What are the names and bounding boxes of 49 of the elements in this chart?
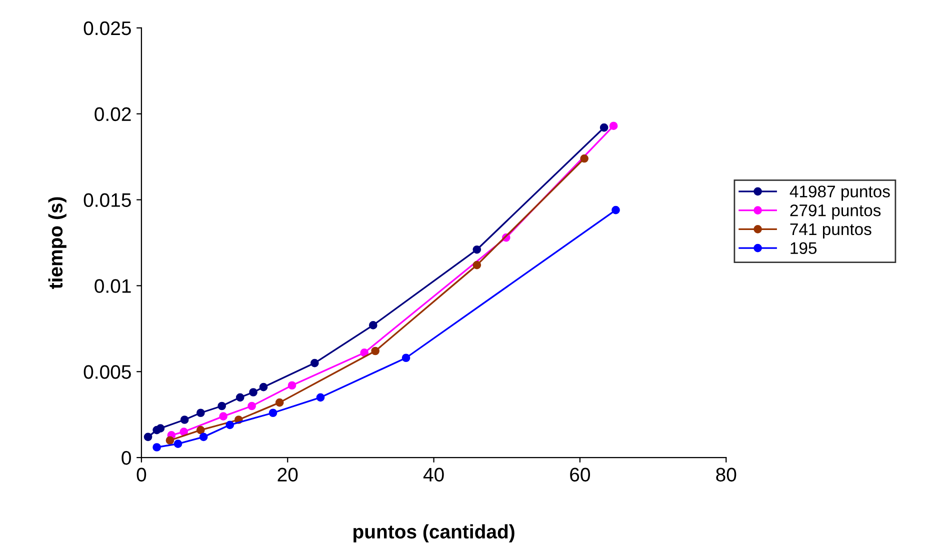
point	[174, 440, 182, 448]
point	[600, 123, 608, 132]
point	[371, 346, 380, 356]
point	[236, 393, 244, 402]
point	[310, 358, 319, 368]
x-axis-title: puntos (cantidad)	[354, 524, 514, 542]
point	[144, 432, 152, 442]
point	[196, 426, 205, 434]
point	[249, 388, 258, 396]
point	[199, 432, 208, 442]
x-tick-label: 80	[716, 468, 736, 482]
y-tick-label: 0.025	[84, 21, 131, 36]
point	[612, 206, 620, 214]
legend-label: 195	[790, 242, 817, 254]
point	[226, 420, 234, 430]
y-tick-label: 0.01	[94, 279, 131, 293]
point	[248, 402, 256, 410]
point	[402, 354, 410, 362]
legend-label: 2791 puntos	[790, 204, 881, 220]
point	[316, 393, 325, 402]
legend-label: 741 puntos	[790, 224, 872, 238]
point	[156, 424, 165, 433]
point	[580, 154, 588, 163]
y-axis-title: tiempo (s)	[48, 197, 66, 289]
legend-label: 41987 puntos	[790, 186, 890, 201]
point	[259, 382, 268, 392]
y-tick-label: 0.02	[94, 107, 131, 122]
point	[368, 321, 378, 330]
point	[180, 428, 188, 436]
point	[219, 412, 228, 420]
point	[152, 443, 161, 452]
point	[360, 348, 369, 357]
y-tick-label: 0.005	[84, 365, 131, 379]
point	[288, 381, 296, 390]
point	[268, 408, 278, 418]
x-tick-label: 0	[136, 468, 146, 482]
x-tick-label: 40	[423, 468, 444, 482]
point	[218, 402, 226, 410]
point	[609, 122, 618, 130]
x-tick-label: 20	[278, 468, 298, 482]
y-tick-label: 0	[122, 451, 131, 465]
point	[196, 408, 205, 418]
point	[166, 436, 174, 445]
point	[472, 260, 482, 270]
y-tick-label: 0.015	[84, 193, 131, 207]
x-tick-label: 60	[570, 468, 590, 482]
point	[180, 416, 189, 424]
point	[275, 398, 284, 407]
point	[472, 245, 482, 254]
